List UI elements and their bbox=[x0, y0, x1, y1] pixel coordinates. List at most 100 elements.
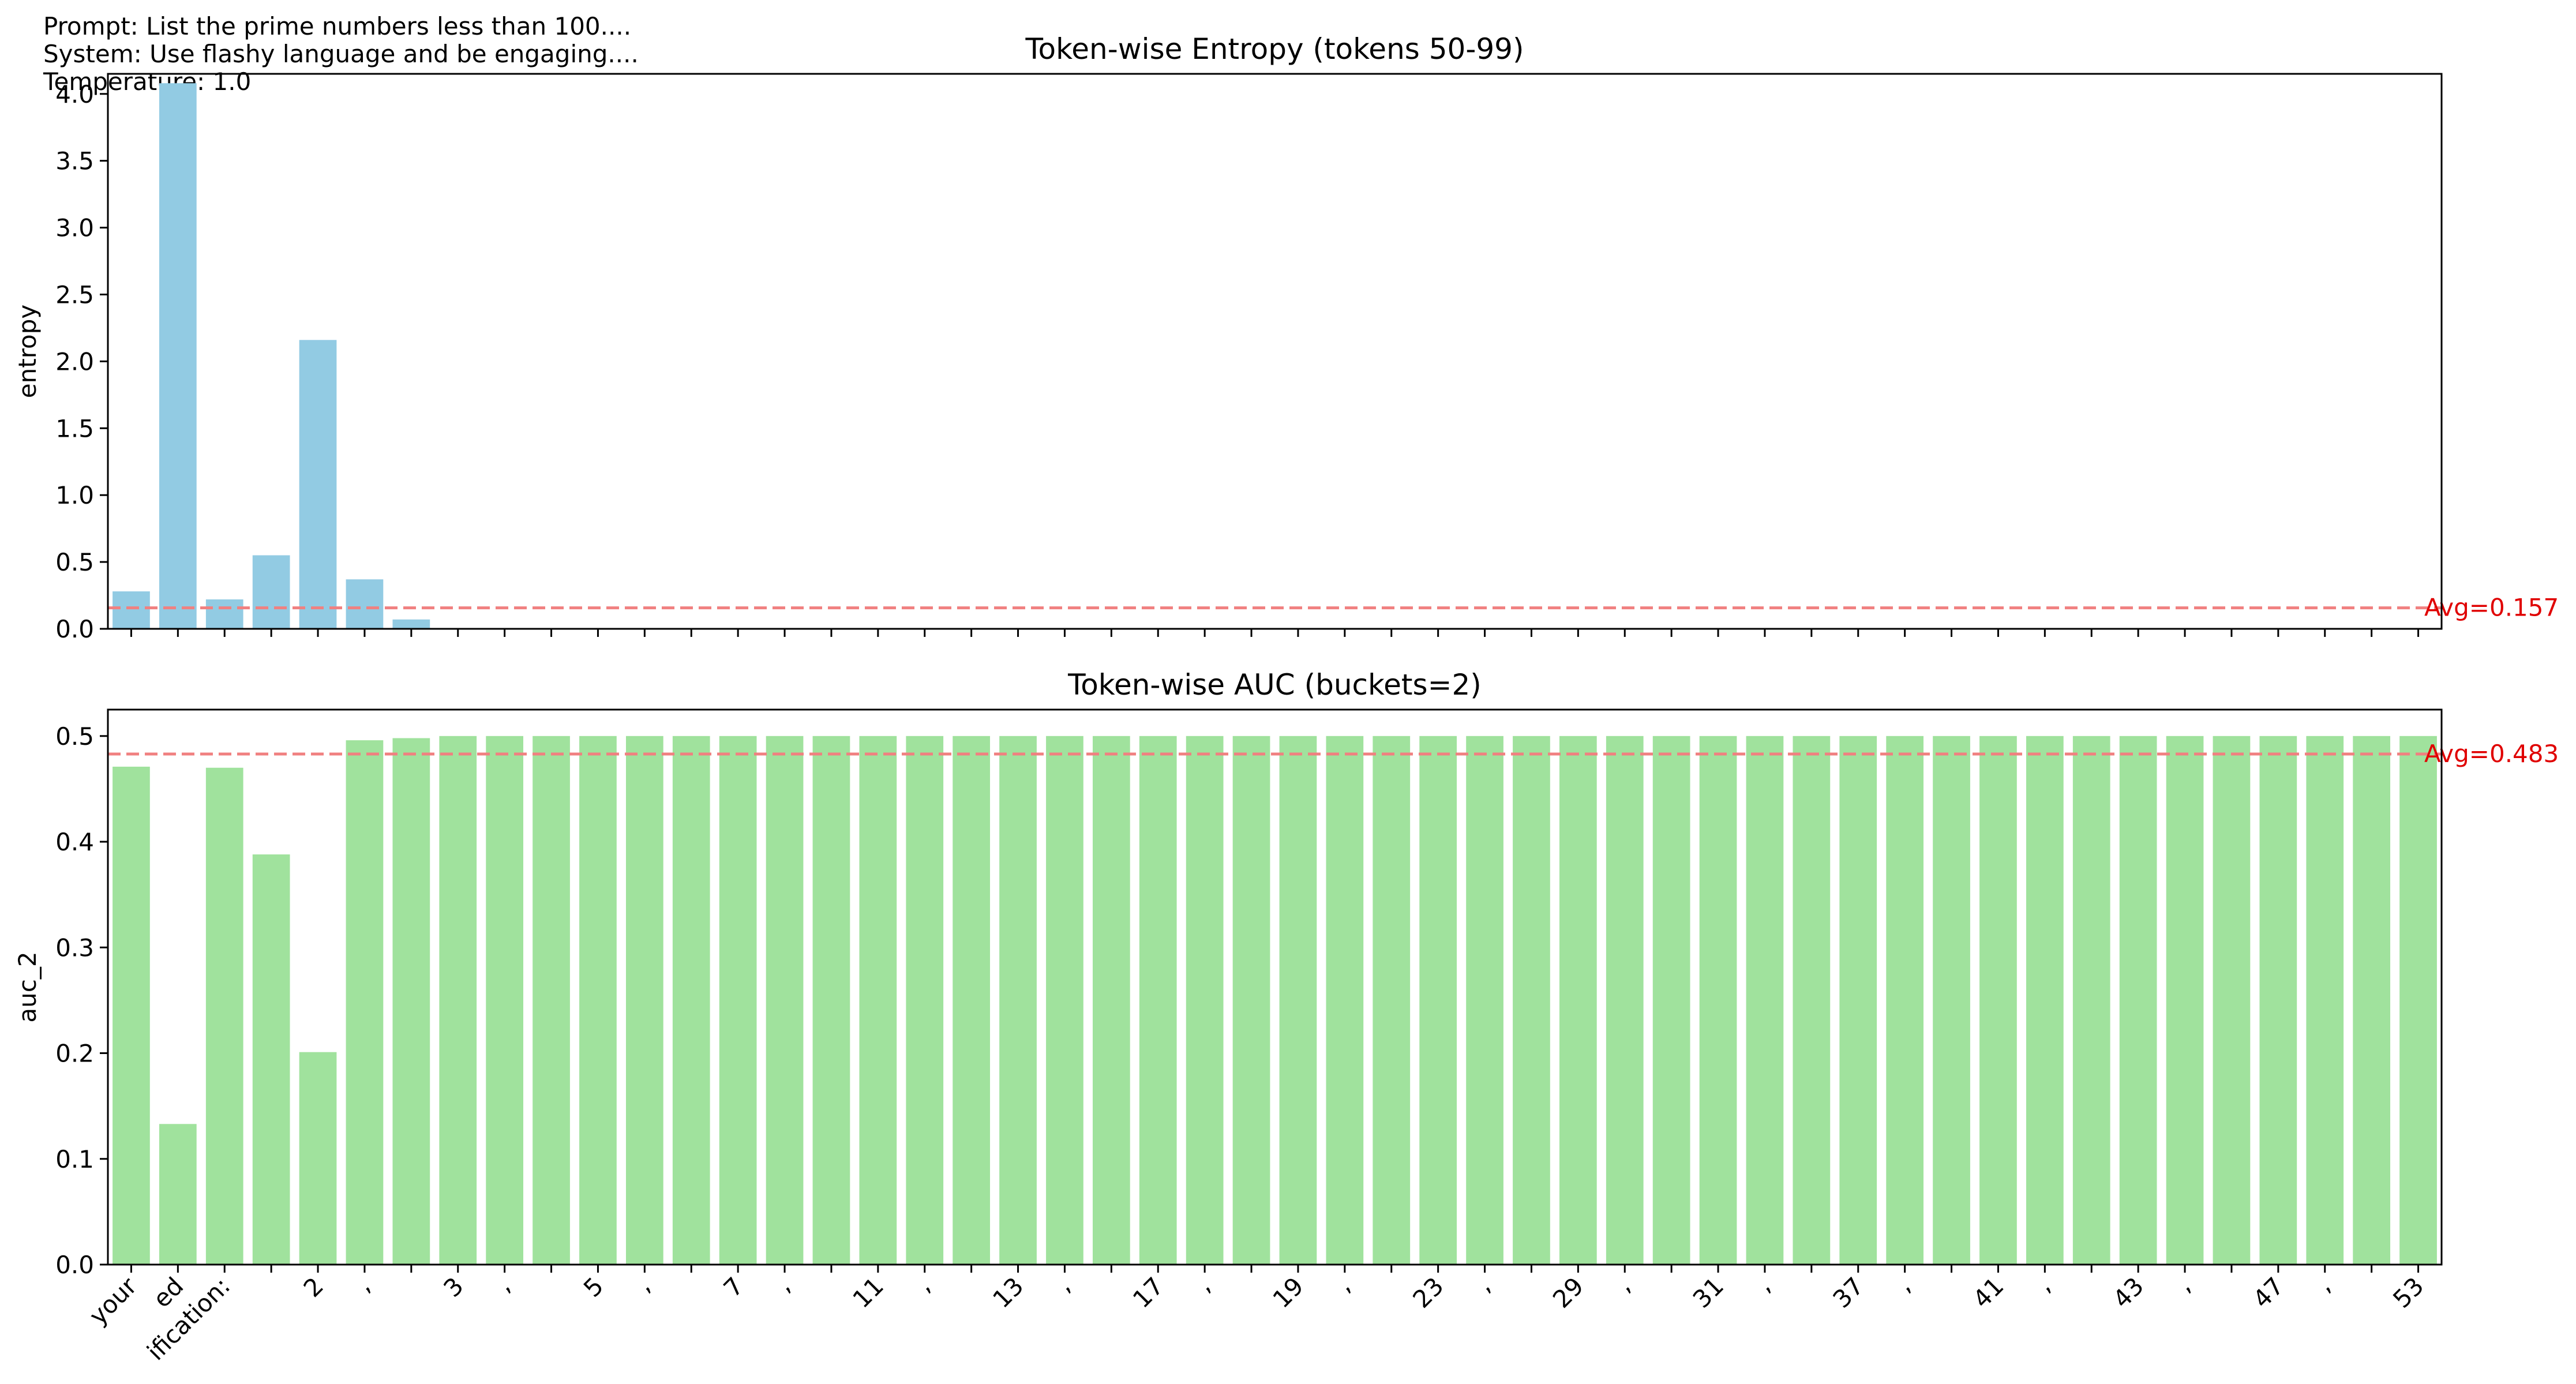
panel-2-bar-43 bbox=[2119, 736, 2157, 1265]
panel-2-bar-40 bbox=[1979, 736, 2017, 1265]
xtick-label-13: 7 bbox=[718, 1272, 749, 1303]
panel-2-bar-12 bbox=[672, 736, 710, 1265]
panel-2-bar-25 bbox=[1279, 736, 1317, 1265]
xtick-label-35: , bbox=[1750, 1272, 1776, 1297]
xtick-label-32: , bbox=[1610, 1272, 1636, 1297]
panel-1-frame bbox=[107, 73, 2443, 630]
panel-1-ytick-label-1: 0.5 bbox=[55, 548, 94, 576]
panel-2-title: Token-wise AUC (buckets=2) bbox=[1067, 668, 1482, 702]
panel-1-bar-6 bbox=[392, 619, 430, 629]
panel-2-bar-8 bbox=[486, 736, 524, 1265]
panel-2-bar-10 bbox=[579, 736, 617, 1265]
panel-1-bar-0 bbox=[113, 591, 150, 629]
panel-1-ytick-label-5: 2.5 bbox=[55, 280, 94, 309]
temperature-text: Temperature: 1.0 bbox=[43, 67, 252, 96]
xtick-label-34: 31 bbox=[1688, 1272, 1729, 1313]
panel-2-bar-1 bbox=[159, 1124, 197, 1265]
panel-2-bar-0 bbox=[113, 766, 150, 1265]
xtick-label-46: 47 bbox=[2247, 1272, 2289, 1313]
panel-2-bar-7 bbox=[439, 736, 477, 1265]
xtick-label-4: 2 bbox=[298, 1272, 329, 1303]
xtick-label-47: , bbox=[2311, 1272, 2336, 1297]
xtick-label-22: 17 bbox=[1127, 1272, 1169, 1313]
panel-2-ytick-label-4: 0.4 bbox=[55, 828, 94, 856]
panel-1-ytick-label-7: 3.5 bbox=[55, 147, 94, 175]
panel-1-bar-3 bbox=[252, 555, 290, 629]
xtick-label-25: 19 bbox=[1268, 1272, 1309, 1313]
panel-2-bar-17 bbox=[906, 736, 944, 1265]
panel-2-bar-47 bbox=[2306, 736, 2344, 1265]
panel-1-avg-label: Avg=0.157 bbox=[2424, 594, 2559, 622]
panel-2-bar-28 bbox=[1419, 736, 1457, 1265]
xtick-label-44: , bbox=[2170, 1272, 2196, 1297]
panel-1-ytick-label-4: 2.0 bbox=[55, 347, 94, 376]
panel-1-ytick-label-0: 0.0 bbox=[55, 615, 94, 643]
panel-1-bar-5 bbox=[346, 579, 384, 629]
system-text: System: Use flashy language and be engag… bbox=[43, 40, 639, 68]
panel-2-frame bbox=[107, 708, 2443, 1266]
panel-2-bar-39 bbox=[1933, 736, 1970, 1265]
panel-2-bar-29 bbox=[1466, 736, 1503, 1265]
panel-2-bar-14 bbox=[766, 736, 804, 1265]
panel-2-bar-15 bbox=[812, 736, 850, 1265]
panel-2-bar-45 bbox=[2213, 736, 2251, 1265]
xtick-label-40: 41 bbox=[1967, 1272, 2009, 1313]
xtick-label-41: , bbox=[2030, 1272, 2056, 1297]
xtick-label-20: , bbox=[1050, 1272, 1075, 1297]
panel-1-bar-1 bbox=[159, 83, 197, 629]
panel-2-bar-21 bbox=[1092, 736, 1130, 1265]
panel-2-bar-35 bbox=[1746, 736, 1784, 1265]
panel-2-bar-33 bbox=[1652, 736, 1690, 1265]
panel-1-title: Token-wise Entropy (tokens 50-99) bbox=[1025, 32, 1524, 66]
panel-2-ytick-label-3: 0.3 bbox=[55, 933, 94, 962]
panel-2-bar-11 bbox=[625, 736, 663, 1265]
xtick-label-31: 29 bbox=[1547, 1272, 1589, 1313]
xtick-label-49: 53 bbox=[2387, 1272, 2429, 1313]
xtick-label-0: your bbox=[84, 1272, 143, 1330]
xtick-label-29: , bbox=[1471, 1272, 1496, 1297]
xtick-label-17: , bbox=[910, 1272, 936, 1297]
panel-1-ytick-label-6: 3.0 bbox=[55, 214, 94, 242]
panel-2-bar-49 bbox=[2399, 736, 2437, 1265]
panel-1-ytick-label-8: 4.0 bbox=[55, 80, 94, 108]
panel-2-bar-9 bbox=[533, 736, 570, 1265]
panel-2-bar-41 bbox=[2026, 736, 2064, 1265]
panel-2-bar-22 bbox=[1139, 736, 1177, 1265]
panel-2-ylabel: auc_2 bbox=[13, 951, 42, 1022]
panel-2-bar-6 bbox=[392, 738, 430, 1265]
xtick-label-19: 13 bbox=[987, 1272, 1029, 1313]
panel-2-ytick-label-5: 0.5 bbox=[55, 722, 94, 751]
xtick-label-10: 5 bbox=[578, 1272, 609, 1303]
xtick-label-23: , bbox=[1190, 1272, 1216, 1297]
xtick-label-37: 37 bbox=[1827, 1272, 1869, 1313]
panel-1-bar-4 bbox=[299, 340, 337, 629]
panel-2-bar-44 bbox=[2166, 736, 2204, 1265]
panel-1-bar-2 bbox=[205, 599, 243, 629]
panel-2-bar-42 bbox=[2072, 736, 2110, 1265]
xtick-label-14: , bbox=[770, 1272, 796, 1297]
xtick-label-43: 43 bbox=[2108, 1272, 2149, 1313]
panel-2-bar-30 bbox=[1513, 736, 1550, 1265]
panel-2-bar-48 bbox=[2353, 736, 2391, 1265]
panel-2-bar-16 bbox=[859, 736, 897, 1265]
panel-2-bar-23 bbox=[1186, 736, 1224, 1265]
panel-2-bar-27 bbox=[1373, 736, 1411, 1265]
panel-2-bar-26 bbox=[1326, 736, 1364, 1265]
panel-2-bar-18 bbox=[953, 736, 991, 1265]
panel-2-bar-38 bbox=[1886, 736, 1924, 1265]
panel-2-bar-31 bbox=[1559, 736, 1597, 1265]
xtick-label-26: , bbox=[1330, 1272, 1356, 1297]
panel-2-bar-36 bbox=[1793, 736, 1831, 1265]
panel-2-ytick-label-2: 0.2 bbox=[55, 1040, 94, 1068]
panel-2-bar-2 bbox=[205, 767, 243, 1265]
prompt-info: Prompt: List the prime numbers less than… bbox=[43, 13, 639, 96]
panel-1-ylabel: entropy bbox=[13, 305, 42, 398]
panel-2-ytick-label-0: 0.0 bbox=[55, 1251, 94, 1279]
panel-2-bar-37 bbox=[1839, 736, 1877, 1265]
panel-2-bar-34 bbox=[1699, 736, 1737, 1265]
panel-1-ytick-label-2: 1.0 bbox=[55, 481, 94, 509]
panel-2-bar-5 bbox=[346, 740, 384, 1265]
xtick-label-8: , bbox=[490, 1272, 516, 1297]
xtick-label-7: 3 bbox=[438, 1272, 469, 1303]
